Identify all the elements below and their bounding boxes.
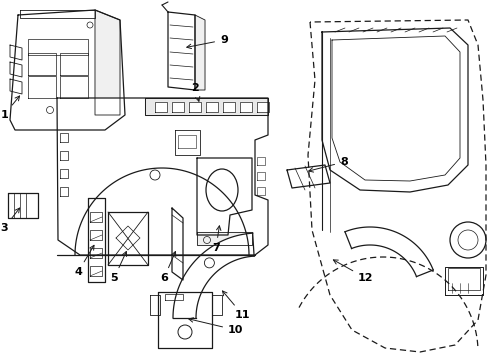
Polygon shape (57, 98, 267, 255)
Text: 3: 3 (0, 208, 20, 233)
Polygon shape (257, 102, 268, 112)
Polygon shape (175, 130, 200, 155)
Polygon shape (10, 79, 22, 94)
Ellipse shape (205, 169, 238, 211)
Text: 6: 6 (160, 252, 175, 283)
Polygon shape (10, 62, 22, 77)
Polygon shape (95, 10, 120, 115)
Polygon shape (10, 45, 22, 60)
Polygon shape (88, 198, 105, 282)
Polygon shape (195, 15, 204, 90)
Text: 4: 4 (74, 245, 94, 277)
Text: 12: 12 (333, 260, 373, 283)
Polygon shape (155, 102, 167, 112)
Polygon shape (8, 193, 38, 218)
Polygon shape (344, 227, 432, 276)
Text: 11: 11 (222, 291, 250, 320)
Polygon shape (10, 10, 125, 130)
Polygon shape (197, 232, 251, 245)
Polygon shape (172, 102, 183, 112)
Text: 10: 10 (188, 318, 243, 335)
Polygon shape (240, 102, 251, 112)
Text: 2: 2 (191, 83, 200, 101)
Polygon shape (189, 102, 201, 112)
Text: 7: 7 (212, 226, 221, 253)
Polygon shape (173, 233, 254, 318)
Text: 5: 5 (110, 252, 126, 283)
Polygon shape (223, 102, 235, 112)
Text: 1: 1 (0, 96, 20, 120)
Polygon shape (205, 102, 218, 112)
Polygon shape (145, 98, 267, 115)
Polygon shape (108, 212, 148, 265)
Polygon shape (168, 12, 195, 90)
Text: 9: 9 (186, 35, 227, 49)
Polygon shape (172, 208, 183, 280)
Text: 8: 8 (308, 157, 347, 172)
Polygon shape (197, 158, 251, 235)
Polygon shape (286, 165, 329, 188)
Polygon shape (158, 292, 212, 348)
